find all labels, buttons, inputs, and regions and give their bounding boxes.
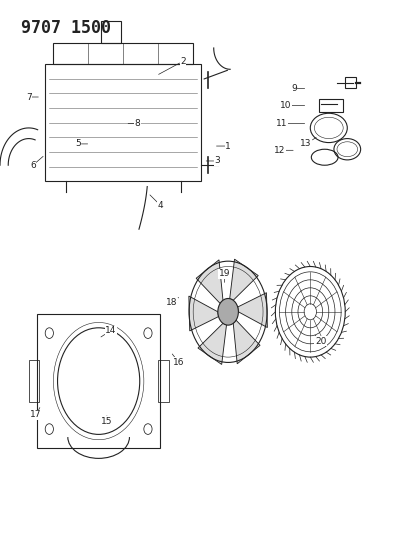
Text: 12: 12	[274, 146, 293, 155]
Text: 20: 20	[315, 335, 326, 345]
Polygon shape	[196, 260, 223, 303]
Polygon shape	[198, 324, 226, 365]
Text: 9: 9	[291, 84, 305, 93]
Text: 8: 8	[128, 119, 141, 128]
Circle shape	[218, 298, 238, 325]
Polygon shape	[233, 320, 260, 364]
Bar	[29, 360, 39, 402]
Text: 2: 2	[159, 57, 186, 75]
Text: 13: 13	[300, 138, 316, 148]
Polygon shape	[238, 293, 268, 328]
Bar	[37, 314, 160, 448]
Text: 14: 14	[101, 326, 117, 337]
Text: 6: 6	[30, 156, 43, 169]
Text: 1: 1	[217, 142, 231, 150]
Bar	[319, 99, 343, 112]
Text: 15: 15	[101, 416, 113, 425]
Polygon shape	[189, 296, 219, 331]
Text: 17: 17	[30, 408, 42, 419]
Bar	[53, 43, 193, 64]
Polygon shape	[230, 259, 258, 300]
Text: 9707 1500: 9707 1500	[21, 19, 111, 37]
Text: 7: 7	[26, 93, 38, 101]
Bar	[158, 360, 169, 402]
Text: 19: 19	[219, 270, 230, 282]
Text: 11: 11	[276, 119, 305, 128]
Text: 10: 10	[280, 101, 305, 110]
Text: 3: 3	[206, 157, 220, 165]
Text: 5: 5	[75, 140, 88, 148]
Text: 18: 18	[166, 297, 179, 307]
Bar	[45, 64, 201, 181]
Text: 16: 16	[172, 354, 185, 367]
Bar	[101, 21, 121, 43]
Bar	[345, 77, 356, 88]
Text: 4: 4	[150, 195, 163, 209]
